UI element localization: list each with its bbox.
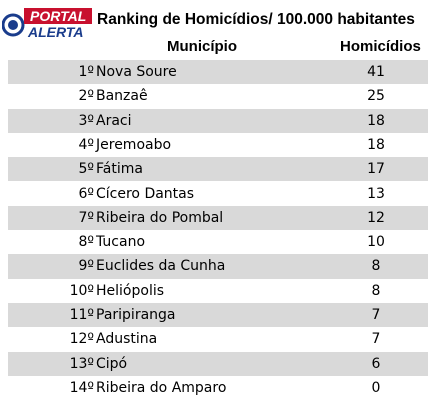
homicides: 13 (367, 185, 385, 202)
rank: 4º (78, 136, 94, 153)
homicides: 8 (371, 258, 381, 275)
municipality: Araci (96, 112, 132, 129)
table-row: 1º Nova Soure 41 (8, 60, 428, 85)
homicides: 12 (367, 209, 385, 226)
municipality: Euclides da Cunha (96, 258, 226, 275)
municipality: Ribeira do Amparo (96, 379, 227, 396)
rank: 7º (78, 209, 94, 226)
table-row: 5º Fátima 17 (8, 157, 428, 182)
table-row: 12º Adustina 7 (8, 327, 428, 351)
municipality: Heliópolis (96, 282, 165, 299)
title: Ranking de Homicídios/ 100.000 habitante… (97, 11, 415, 28)
table-row: 10º Heliópolis 8 (8, 279, 428, 303)
column-header: Município (167, 38, 237, 55)
table-row: 13º Cipó 6 (8, 351, 428, 376)
table-row: 8º Tucano 10 (8, 230, 428, 254)
rank: 6º (78, 185, 94, 202)
column-header: Homicídios (340, 38, 421, 55)
logo: PORTAL ALERTA (2, 8, 92, 40)
logo-text: PORTAL (30, 8, 86, 24)
municipality: Adustina (96, 331, 158, 348)
municipality: Tucano (96, 234, 146, 251)
table-row: 2º Banzaê 25 (8, 84, 428, 108)
homicides: 7 (371, 307, 381, 323)
homicides: 7 (371, 331, 381, 348)
municipality: Ribeira do Pombal (96, 209, 224, 226)
rank: 13º (69, 355, 94, 372)
table-row: 3º Araci 18 (8, 108, 428, 133)
homicides: 17 (367, 161, 385, 178)
homicides: 41 (367, 64, 385, 80)
rank: 1º (78, 64, 94, 80)
table-row: 9º Euclides da Cunha 8 (8, 254, 428, 279)
homicides: 6 (371, 355, 381, 372)
homicides: 8 (371, 282, 381, 299)
rank: 10º (69, 282, 94, 299)
table-row: 7º Ribeira do Pombal 12 (8, 205, 428, 231)
municipality: Nova Soure (96, 64, 177, 80)
rank: 8º (78, 234, 94, 251)
table-row: 14º Ribeira do Amparo 0 (8, 376, 428, 400)
rank: 5º (78, 161, 94, 178)
homicides: 25 (367, 88, 385, 105)
table-row: 11º Paripiranga 7 (8, 303, 428, 328)
rank: 9º (78, 258, 94, 275)
table-row: 4º Jeremoabo 18 (8, 133, 428, 157)
municipality: Paripiranga (96, 307, 176, 323)
municipality: Banzaê (96, 88, 148, 105)
homicides: 18 (367, 112, 385, 129)
rank: 11º (69, 307, 94, 323)
municipality: Fátima (96, 161, 143, 178)
rank: 14º (69, 379, 94, 396)
municipality: Cipó (96, 355, 128, 372)
table-row: 6º Cícero Dantas 13 (8, 182, 428, 206)
homicides: 10 (367, 234, 385, 251)
logo-band (24, 8, 92, 24)
homicides: 18 (367, 136, 385, 153)
municipality: Jeremoabo (96, 136, 172, 153)
rank: 12º (69, 331, 94, 348)
homicides: 0 (371, 379, 381, 396)
municipality: Cícero Dantas (96, 185, 195, 202)
logo-dot (8, 20, 18, 30)
rank: 3º (78, 112, 94, 129)
logo-text: ALERTA (27, 24, 83, 40)
rank: 2º (78, 88, 94, 105)
